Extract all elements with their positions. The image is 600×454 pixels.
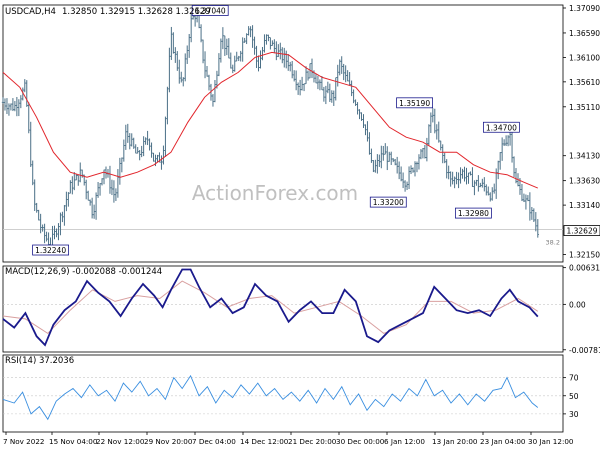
price-y-tick-label: 1.33140 xyxy=(569,201,600,210)
macd-signal-line xyxy=(2,280,539,335)
price-annotation-label: 1.32240 xyxy=(35,246,66,255)
rsi-y-tick-label: 50 xyxy=(569,392,579,401)
price-y-tick-label: 1.36100 xyxy=(569,53,600,62)
price-annotation-box xyxy=(454,207,492,219)
x-tick-label: 13 Jan 20:00 xyxy=(432,437,478,446)
panel-frame-price xyxy=(2,4,564,263)
price-y-tick-label: 1.35110 xyxy=(569,103,600,112)
x-tick-label: 30 Jan 12:00 xyxy=(528,437,574,446)
panel-frame-macd xyxy=(2,265,564,353)
moving-average-line xyxy=(2,51,538,189)
price-y-tick-label: 1.34130 xyxy=(569,152,600,161)
x-tick-label: 6 Jan 12:00 xyxy=(384,437,425,446)
price-ohlc-readout: 1.32850 1.32915 1.32628 1.32629 xyxy=(62,7,211,17)
macd-main-line xyxy=(2,268,539,347)
price-annotation-box xyxy=(191,5,229,16)
price-annotation-box xyxy=(482,121,520,133)
macd-y-tick-label: 0.00 xyxy=(569,300,586,309)
x-tick-label: 7 Nov 2022 xyxy=(3,437,44,446)
price-annotation-label: 1.35190 xyxy=(399,99,430,108)
x-tick-label: 30 Dec 00:00 xyxy=(336,437,385,446)
fib-level-label: 38.2 xyxy=(546,239,560,247)
rsi-panel-title: RSI(14) 37.2036 xyxy=(5,356,74,366)
price-panel-title: USDCAD,H4 xyxy=(5,7,56,17)
macd-y-tick-label: -0.007818 xyxy=(569,346,600,355)
price-annotation-label: 1.33200 xyxy=(373,198,404,207)
rsi-y-tick-label: 30 xyxy=(569,410,579,419)
macd-panel-title: MACD(12,26,9) -0.002088 -0.001244 xyxy=(5,267,162,277)
price-annotation-box xyxy=(369,196,407,208)
price-y-tick-label: 1.33630 xyxy=(569,177,600,186)
x-tick-label: 15 Nov 04:00 xyxy=(49,437,98,446)
last-price-label: 1.32629 xyxy=(566,227,597,236)
x-tick-label: 23 Jan 04:00 xyxy=(480,437,526,446)
x-tick-label: 22 Nov 12:00 xyxy=(96,437,145,446)
last-price-tag xyxy=(563,225,600,236)
rsi-line xyxy=(2,374,539,421)
x-tick-label: 14 Dec 12:00 xyxy=(240,437,289,446)
watermark-text: ActionForex.com xyxy=(192,181,358,205)
price-y-tick-label: 1.32150 xyxy=(569,251,600,260)
price-annotation-label: 1.37040 xyxy=(195,6,226,15)
price-annotation-box xyxy=(396,97,434,109)
x-tick-label: 21 Dec 20:00 xyxy=(288,437,337,446)
macd-y-tick-label: 0.006315 xyxy=(569,264,600,273)
rsi-y-tick-label: 70 xyxy=(569,374,579,383)
price-annotation-box xyxy=(32,244,69,256)
price-y-tick-label: 1.36590 xyxy=(569,29,600,38)
price-annotation-label: 1.34700 xyxy=(486,123,517,132)
x-tick-label: 7 Dec 04:00 xyxy=(192,437,236,446)
price-y-tick-label: 1.37090 xyxy=(569,4,600,13)
x-tick-label: 29 Nov 20:00 xyxy=(144,437,193,446)
price-annotation-label: 1.32980 xyxy=(458,209,489,218)
panel-frame-rsi xyxy=(2,354,564,433)
price-y-tick-label: 1.35610 xyxy=(569,78,600,87)
